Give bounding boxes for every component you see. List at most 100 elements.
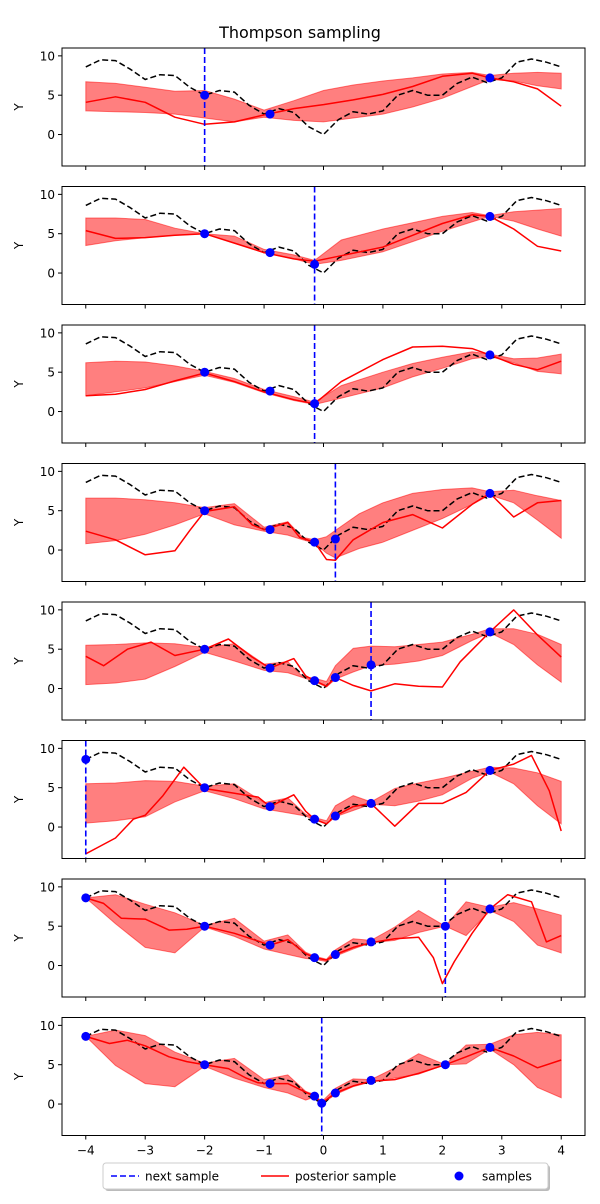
- y-tick-label: 10: [40, 326, 55, 340]
- sample-point: [200, 783, 210, 793]
- y-tick-label: 0: [47, 1098, 55, 1112]
- x-tick-label: 3: [498, 1144, 506, 1158]
- sample-point: [81, 754, 91, 764]
- y-tick-label: 0: [47, 267, 55, 281]
- sample-point: [366, 798, 376, 808]
- y-tick-label: 0: [47, 821, 55, 835]
- y-axis-label: Y: [12, 657, 26, 666]
- panel-7: 0 5 10 Y: [12, 878, 586, 1001]
- y-axis-label: Y: [12, 518, 26, 527]
- sample-point: [366, 1075, 376, 1085]
- y-tick-label: 0: [47, 128, 55, 142]
- sample-point: [200, 367, 210, 377]
- sample-point: [485, 488, 495, 498]
- y-tick-label: 5: [47, 89, 55, 103]
- y-tick-label: 5: [47, 1058, 55, 1072]
- uncertainty-band: [85, 487, 562, 559]
- sample-point: [330, 811, 340, 821]
- sample-point: [317, 1098, 327, 1108]
- sample-point: [265, 248, 275, 258]
- sample-point: [265, 386, 275, 396]
- panel-plot-area: [81, 740, 562, 859]
- sample-point: [310, 1091, 320, 1101]
- x-tick-label: 0: [320, 1144, 328, 1158]
- sample-point: [485, 765, 495, 775]
- y-tick-label: 10: [40, 188, 55, 202]
- sample-point: [81, 1031, 91, 1041]
- y-tick-label: 0: [47, 544, 55, 558]
- sample-point: [265, 802, 275, 812]
- sample-point: [440, 1060, 450, 1070]
- sample-point: [310, 259, 320, 269]
- y-axis-label: Y: [12, 241, 26, 250]
- uncertainty-band: [85, 766, 562, 825]
- y-tick-label: 5: [47, 643, 55, 657]
- y-tick-label: 10: [40, 603, 55, 617]
- sample-point: [81, 893, 91, 903]
- true-function-line: [85, 750, 562, 828]
- y-tick-label: 10: [40, 49, 55, 63]
- true-function-line: [85, 612, 562, 690]
- sample-point: [485, 627, 495, 637]
- panel-8: 0 5 10 Y: [12, 1017, 586, 1140]
- sample-point: [330, 534, 340, 544]
- sample-point: [200, 229, 210, 239]
- x-tick-label: −1: [255, 1144, 273, 1158]
- x-tick-label: −2: [196, 1144, 214, 1158]
- sample-point: [366, 660, 376, 670]
- sample-point: [366, 937, 376, 947]
- y-axis-label: Y: [12, 795, 26, 804]
- y-axis-label: Y: [12, 934, 26, 943]
- y-tick-label: 10: [40, 465, 55, 479]
- legend-posterior-sample-label: posterior sample: [295, 1170, 396, 1184]
- sample-point: [330, 673, 340, 683]
- panel-plot-area: [85, 602, 562, 720]
- posterior-sample-line: [85, 609, 562, 692]
- y-tick-label: 5: [47, 781, 55, 795]
- panel-plot-area: [85, 463, 562, 582]
- x-axis: −4 −3 −2 −1 0 1 2 3 4: [77, 1144, 565, 1158]
- true-function-line: [85, 889, 562, 967]
- panel-1: 0 5 10 Y: [12, 47, 586, 170]
- panel-plot-area: [85, 186, 562, 305]
- y-axis-label: Y: [12, 1072, 26, 1081]
- panel-plot-area: [81, 879, 562, 997]
- y-tick-label: 5: [47, 920, 55, 934]
- x-tick-label: 2: [439, 1144, 447, 1158]
- true-function-line: [85, 335, 562, 413]
- y-tick-label: 10: [40, 880, 55, 894]
- x-tick-label: 1: [379, 1144, 387, 1158]
- y-tick-label: 5: [47, 366, 55, 380]
- sample-point: [310, 399, 320, 409]
- posterior-sample-line: [85, 1035, 562, 1104]
- sample-point: [200, 90, 210, 100]
- sample-point: [310, 676, 320, 686]
- legend-next-sample-label: next sample: [145, 1170, 219, 1184]
- y-tick-label: 5: [47, 227, 55, 241]
- uncertainty-band: [84, 894, 562, 963]
- uncertainty-band: [85, 628, 562, 688]
- sample-point: [330, 950, 340, 960]
- chart-title: Thompson sampling: [218, 23, 381, 42]
- sample-point: [200, 921, 210, 931]
- sample-point: [485, 904, 495, 914]
- x-tick-label: −3: [136, 1144, 154, 1158]
- sample-point: [310, 953, 320, 963]
- sample-point: [265, 663, 275, 673]
- panel-5: 0 5 10 Y: [12, 601, 586, 724]
- panel-2: 0 5 10 Y: [12, 186, 586, 309]
- sample-point: [200, 506, 210, 516]
- y-tick-label: 0: [47, 682, 55, 696]
- y-axis-label: Y: [12, 103, 26, 112]
- y-tick-label: 10: [40, 742, 55, 756]
- true-function-line: [85, 473, 562, 551]
- sample-point: [265, 109, 275, 119]
- uncertainty-band: [85, 351, 562, 406]
- true-function-line: [85, 196, 562, 274]
- panels-layer: 0 5 10 Y 0 5 10 Y 0 5 10 Y 0 5 10 Y 0 5 10 Y 0 5 10 Y 0 5 10 Y 0 5 10 Y: [12, 47, 586, 1140]
- sample-point: [265, 1079, 275, 1089]
- y-tick-label: 0: [47, 959, 55, 973]
- y-tick-label: 0: [47, 405, 55, 419]
- sample-point: [485, 211, 495, 221]
